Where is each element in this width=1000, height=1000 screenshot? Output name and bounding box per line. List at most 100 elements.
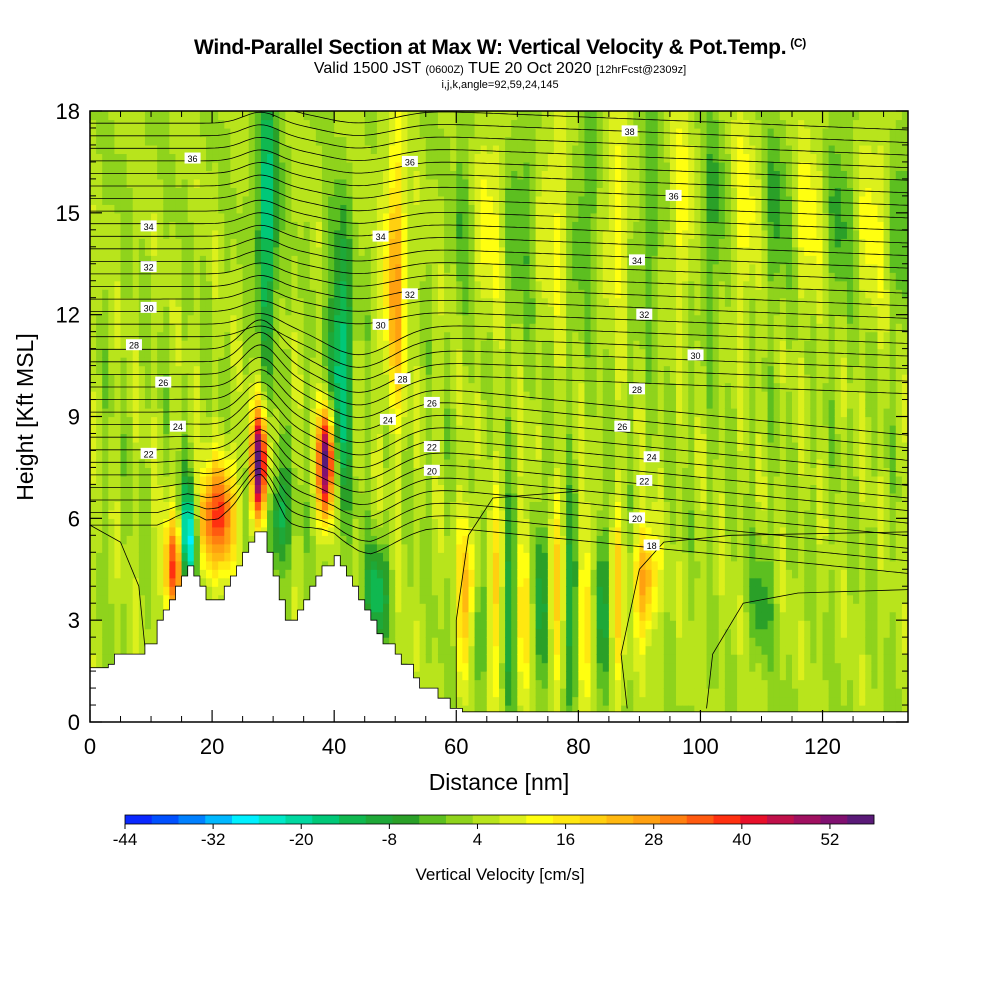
- field-cell: [480, 535, 488, 545]
- field-cell: [486, 475, 494, 485]
- field-cell: [395, 501, 402, 511]
- field-cell: [297, 195, 305, 205]
- field-cell: [175, 136, 183, 146]
- field-cell: [126, 374, 134, 384]
- field-cell: [334, 212, 341, 222]
- field-cell: [297, 340, 305, 350]
- field-cell: [486, 382, 494, 392]
- field-cell: [395, 416, 402, 426]
- field-cell: [425, 204, 433, 214]
- field-cell: [334, 424, 341, 435]
- field-cell: [462, 696, 470, 706]
- field-cell: [370, 441, 378, 452]
- field-cell: [163, 492, 170, 502]
- field-cell: [126, 509, 134, 519]
- field-cell: [334, 127, 341, 138]
- field-cell: [175, 306, 183, 316]
- field-cell: [242, 408, 250, 418]
- field-cell: [486, 671, 494, 681]
- field-cell: [480, 637, 488, 647]
- field-cell: [395, 221, 402, 231]
- field-cell: [90, 306, 97, 316]
- field-cell: [260, 526, 268, 536]
- field-cell: [285, 136, 293, 146]
- field-cell: [450, 535, 457, 545]
- field-cell: [181, 204, 189, 214]
- field-cell: [315, 416, 323, 426]
- field-cell: [462, 424, 470, 435]
- field-cell: [193, 144, 201, 155]
- field-cell: [468, 705, 476, 715]
- field-cell: [157, 586, 164, 596]
- field-cell: [236, 450, 244, 460]
- field-cell: [370, 594, 378, 604]
- field-cell: [205, 365, 213, 375]
- field-cell: [120, 433, 128, 443]
- field-cell: [218, 212, 225, 222]
- field-cell: [474, 382, 482, 392]
- field-cell: [169, 484, 177, 494]
- field-cell: [340, 221, 347, 231]
- field-cell: [157, 127, 164, 138]
- field-cell: [236, 323, 244, 333]
- field-cell: [334, 111, 341, 121]
- field-cell: [248, 255, 256, 265]
- field-cell: [383, 594, 390, 604]
- field-cell: [267, 229, 274, 239]
- field-cell: [407, 501, 415, 511]
- field-cell: [151, 603, 158, 613]
- field-cell: [480, 611, 488, 621]
- field-cell: [370, 297, 378, 307]
- field-cell: [248, 441, 256, 452]
- field-cell: [370, 331, 378, 341]
- field-cell: [151, 637, 158, 647]
- field-cell: [499, 306, 506, 316]
- field-cell: [389, 144, 396, 155]
- field-cell: [267, 441, 274, 452]
- field-cell: [205, 509, 213, 519]
- field-cell: [364, 289, 372, 299]
- field-cell: [340, 416, 347, 426]
- field-cell: [370, 543, 378, 553]
- field-cell: [480, 161, 488, 172]
- field-cell: [395, 399, 402, 409]
- field-cell: [413, 671, 421, 681]
- field-cell: [132, 289, 140, 299]
- field-cell: [346, 263, 354, 273]
- field-cell: [389, 611, 396, 621]
- field-cell: [315, 450, 323, 460]
- field-cell: [273, 399, 280, 409]
- field-cell: [407, 408, 415, 418]
- field-cell: [303, 195, 311, 205]
- field-cell: [187, 509, 195, 519]
- field-cell: [132, 408, 140, 418]
- field-cell: [499, 323, 506, 333]
- field-cell: [437, 374, 445, 384]
- field-cell: [303, 204, 311, 214]
- field-cell: [334, 136, 341, 146]
- field-cell: [285, 144, 293, 155]
- field-cell: [120, 408, 128, 418]
- field-cell: [187, 323, 195, 333]
- field-cell: [267, 170, 274, 180]
- field-cell: [218, 127, 225, 138]
- field-cell: [376, 620, 384, 630]
- field-cell: [505, 204, 512, 214]
- field-cell: [126, 645, 134, 655]
- field-cell: [413, 365, 421, 375]
- field-cell: [321, 272, 329, 282]
- field-cell: [376, 119, 384, 129]
- field-cell: [254, 382, 262, 392]
- field-cell: [389, 323, 396, 333]
- field-cell: [102, 374, 109, 384]
- field-cell: [444, 501, 451, 511]
- field-cell: [175, 297, 183, 307]
- field-cell: [260, 314, 268, 324]
- field-cell: [108, 637, 116, 647]
- field-cell: [437, 212, 445, 222]
- field-cell: [260, 518, 268, 528]
- field-cell: [297, 204, 305, 214]
- field-cell: [505, 136, 512, 146]
- field-cell: [114, 569, 122, 579]
- field-cell: [352, 229, 360, 239]
